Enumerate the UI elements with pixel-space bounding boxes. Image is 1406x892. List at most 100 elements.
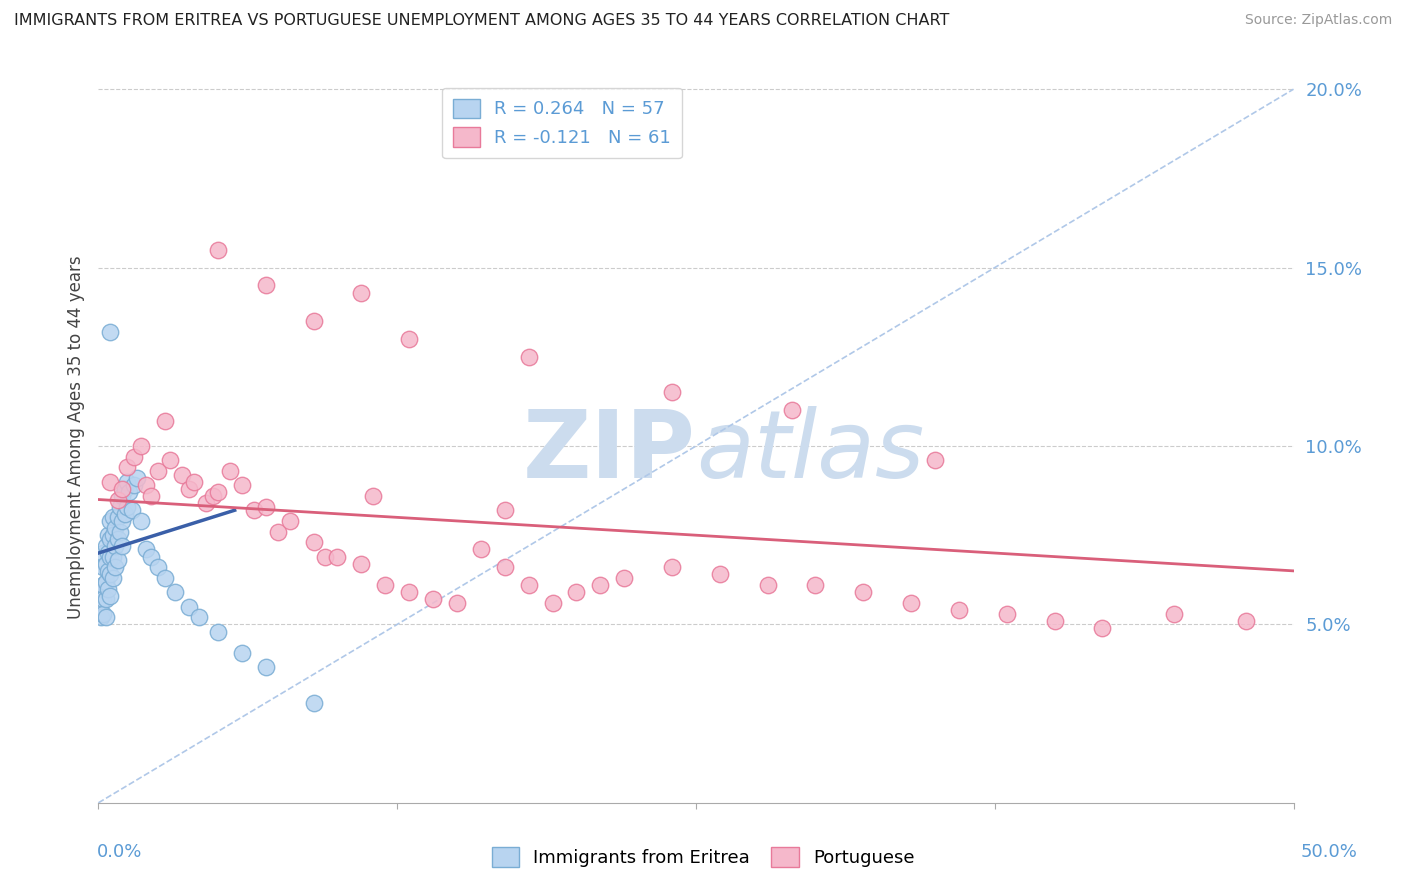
Point <box>589 578 612 592</box>
Point <box>98 589 122 603</box>
Point <box>91 592 114 607</box>
Point <box>98 532 122 546</box>
Point <box>756 578 779 592</box>
Text: ZIP: ZIP <box>523 406 696 498</box>
Point <box>179 482 201 496</box>
Point <box>98 567 122 582</box>
Point <box>363 489 385 503</box>
Point <box>98 325 122 339</box>
Point <box>231 478 253 492</box>
Point <box>613 571 636 585</box>
Point <box>115 460 138 475</box>
Text: 0.0%: 0.0% <box>97 843 142 861</box>
Point <box>97 564 120 578</box>
Point <box>94 574 117 589</box>
Point <box>315 549 337 564</box>
Point <box>517 350 540 364</box>
Point <box>243 503 266 517</box>
Point <box>661 560 683 574</box>
Point <box>94 539 117 553</box>
Legend: R = 0.264   N = 57, R = -0.121   N = 61: R = 0.264 N = 57, R = -0.121 N = 61 <box>441 87 682 158</box>
Point <box>91 578 114 592</box>
Point <box>101 528 124 542</box>
Point <box>115 500 138 514</box>
Point <box>98 549 122 564</box>
Point <box>219 464 242 478</box>
Point <box>1234 614 1257 628</box>
Point <box>91 607 114 621</box>
Point <box>125 471 148 485</box>
Point <box>104 560 127 574</box>
Point <box>101 549 124 564</box>
Point <box>148 464 170 478</box>
Point <box>97 546 120 560</box>
Point <box>94 610 117 624</box>
Point <box>159 453 181 467</box>
Point <box>541 596 564 610</box>
Point <box>1043 614 1066 628</box>
Point <box>398 585 420 599</box>
Point <box>97 528 120 542</box>
Point <box>107 553 129 567</box>
Point <box>254 500 277 514</box>
Point <box>446 596 468 610</box>
Point <box>107 532 129 546</box>
Point <box>302 535 325 549</box>
Point <box>924 453 946 467</box>
Point <box>254 660 277 674</box>
Point <box>231 646 253 660</box>
Point <box>108 524 131 539</box>
Point <box>326 549 349 564</box>
Point <box>1091 621 1114 635</box>
Point <box>350 557 373 571</box>
Y-axis label: Unemployment Among Ages 35 to 44 years: Unemployment Among Ages 35 to 44 years <box>66 255 84 619</box>
Point <box>91 560 114 574</box>
Point <box>494 560 516 574</box>
Point <box>108 500 131 514</box>
Point <box>565 585 588 599</box>
Point <box>207 243 229 257</box>
Point <box>139 489 162 503</box>
Point <box>98 514 122 528</box>
Point <box>900 596 922 610</box>
Point <box>374 578 396 592</box>
Point <box>97 582 120 596</box>
Point <box>94 592 117 607</box>
Point <box>163 585 186 599</box>
Point <box>90 582 112 596</box>
Point <box>107 510 129 524</box>
Point <box>267 524 290 539</box>
Point <box>195 496 218 510</box>
Point <box>995 607 1018 621</box>
Text: atlas: atlas <box>696 406 924 497</box>
Point <box>91 546 114 560</box>
Text: 50.0%: 50.0% <box>1301 843 1357 861</box>
Text: IMMIGRANTS FROM ERITREA VS PORTUGUESE UNEMPLOYMENT AMONG AGES 35 TO 44 YEARS COR: IMMIGRANTS FROM ERITREA VS PORTUGUESE UN… <box>14 13 949 29</box>
Point <box>661 385 683 400</box>
Point <box>101 510 124 524</box>
Point <box>124 450 146 464</box>
Point <box>115 475 138 489</box>
Point <box>398 332 420 346</box>
Point <box>148 560 170 574</box>
Point <box>90 596 112 610</box>
Point <box>948 603 970 617</box>
Point <box>98 475 122 489</box>
Point <box>278 514 301 528</box>
Point <box>207 485 229 500</box>
Point <box>94 557 117 571</box>
Point <box>422 592 444 607</box>
Text: Source: ZipAtlas.com: Source: ZipAtlas.com <box>1244 13 1392 28</box>
Point <box>135 478 157 492</box>
Point <box>155 571 177 585</box>
Point <box>179 599 201 614</box>
Point <box>131 439 153 453</box>
Point <box>1163 607 1185 621</box>
Point <box>121 503 143 517</box>
Point <box>139 549 162 564</box>
Point <box>517 578 540 592</box>
Point <box>207 624 229 639</box>
Point <box>350 285 373 300</box>
Point <box>494 503 516 517</box>
Point <box>135 542 157 557</box>
